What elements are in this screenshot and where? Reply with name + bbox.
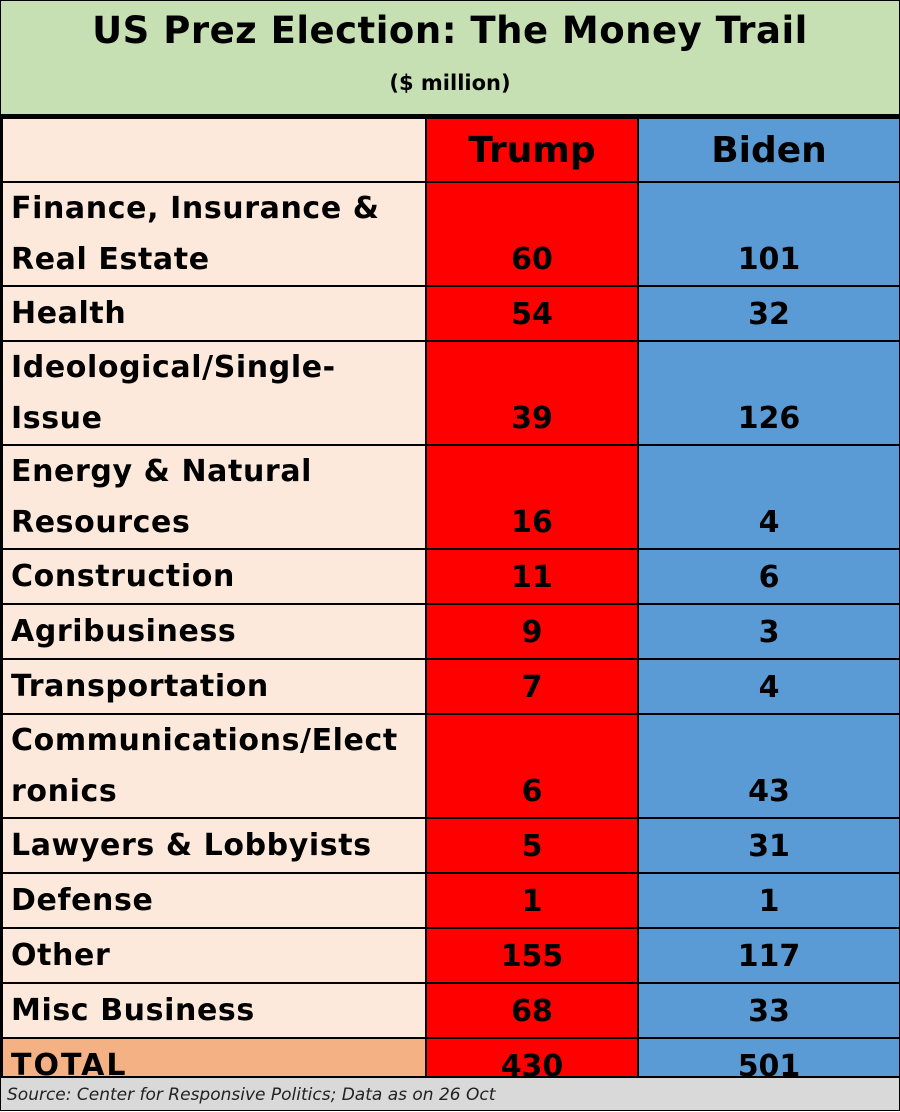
sector-label: Health [1,285,427,342]
table-row: Health 54 32 [1,285,900,342]
biden-value-cell: 3 [637,603,900,660]
biden-value-cell: 33 [637,982,900,1039]
biden-value: 33 [748,994,790,1029]
biden-value-cell: 6 [637,548,900,605]
biden-value-cell: 4 [637,658,900,715]
table-row: Communications/Elect ronics 6 43 [1,713,900,819]
trump-value-cell: 39 [425,340,639,446]
biden-value: 4 [758,505,780,540]
trump-value: 11 [511,560,553,595]
trump-value: 155 [500,939,564,974]
trump-value-cell: 6 [425,713,639,819]
trump-value: 60 [511,242,553,277]
table-row: Other 155 117 [1,927,900,984]
header-row: Trump Biden [1,117,900,183]
sector-label: Agribusiness [1,603,427,660]
biden-value: 32 [748,297,790,332]
sector-label-line: Lawyers & Lobbyists [11,828,372,863]
sector-label-line: Other [11,938,111,973]
sector-label-line: Health [11,296,127,331]
biden-value: 117 [737,939,801,974]
sector-label-line: ronics [11,774,118,809]
sector-label-line: Defense [11,883,154,918]
sector-label-line: Communications/Elect [11,723,398,758]
title-banner: US Prez Election: The Money Trail ($ mil… [1,1,899,117]
table-row: Lawyers & Lobbyists 5 31 [1,817,900,874]
source-note: Source: Center for Responsive Politics; … [1,1076,899,1110]
sector-label: Communications/Elect ronics [1,713,427,819]
sector-label-line: Issue [11,401,103,436]
sector-label: Defense [1,872,427,929]
trump-value: 7 [521,670,543,705]
sector-label-line: Transportation [11,669,269,704]
biden-value-cell: 32 [637,285,900,342]
sector-label-line: Energy & Natural [11,454,313,489]
trump-value: 5 [521,829,543,864]
biden-value-cell: 126 [637,340,900,446]
biden-value: 101 [737,242,801,277]
trump-value: 54 [511,297,553,332]
trump-value: 39 [511,401,553,436]
sector-label: Ideological/Single- Issue [1,340,427,446]
sector-label-line: Agribusiness [11,614,237,649]
table-row: Ideological/Single- Issue 39 126 [1,340,900,446]
biden-value-cell: 31 [637,817,900,874]
sector-label: Other [1,927,427,984]
table-row: Misc Business 68 33 [1,982,900,1039]
biden-value: 3 [758,615,780,650]
biden-value: 43 [748,774,790,809]
trump-value-cell: 155 [425,927,639,984]
sector-label-line: Finance, Insurance & [11,191,380,226]
biden-value-cell: 117 [637,927,900,984]
table-row: Finance, Insurance & Real Estate 60 101 [1,181,900,287]
biden-value-cell: 4 [637,444,900,550]
table-body: Finance, Insurance & Real Estate 60 101 Heal… [1,181,900,1094]
trump-value: 1 [521,884,543,919]
trump-value-cell: 9 [425,603,639,660]
sector-label: Lawyers & Lobbyists [1,817,427,874]
trump-value-cell: 60 [425,181,639,287]
money-table: Trump Biden Finance, Insurance & Real Est… [1,117,900,1094]
trump-value-cell: 54 [425,285,639,342]
sector-label-line: Ideological/Single- [11,350,336,385]
biden-value: 126 [737,401,801,436]
sector-label: Construction [1,548,427,605]
header-label [1,117,427,183]
table-row: Defense 1 1 [1,872,900,929]
trump-value-cell: 1 [425,872,639,929]
sector-label: Energy & Natural Resources [1,444,427,550]
table-row: Transportation 7 4 [1,658,900,715]
trump-value-cell: 11 [425,548,639,605]
trump-value-cell: 16 [425,444,639,550]
biden-value-cell: 1 [637,872,900,929]
trump-value: 68 [511,994,553,1029]
sector-label: Misc Business [1,982,427,1039]
table-row: Energy & Natural Resources 16 4 [1,444,900,550]
table-row: Construction 11 6 [1,548,900,605]
sector-label-line: Resources [11,505,191,540]
biden-value: 31 [748,829,790,864]
biden-value-cell: 101 [637,181,900,287]
trump-value: 9 [521,615,543,650]
sector-label-line: Construction [11,559,235,594]
sector-label-line: Real Estate [11,242,210,277]
trump-value: 6 [521,774,543,809]
trump-value: 16 [511,505,553,540]
sector-label-line: Misc Business [11,993,255,1028]
header-trump: Trump [425,117,639,183]
trump-value-cell: 5 [425,817,639,874]
biden-value-cell: 43 [637,713,900,819]
biden-value: 6 [758,560,780,595]
trump-value-cell: 68 [425,982,639,1039]
sector-label: Transportation [1,658,427,715]
biden-value: 1 [758,884,780,919]
biden-value: 4 [758,670,780,705]
chart-title: US Prez Election: The Money Trail [92,9,808,52]
sector-label: Finance, Insurance & Real Estate [1,181,427,287]
header-biden: Biden [637,117,900,183]
chart-subtitle: ($ million) [389,71,511,95]
trump-value-cell: 7 [425,658,639,715]
table-row: Agribusiness 9 3 [1,603,900,660]
